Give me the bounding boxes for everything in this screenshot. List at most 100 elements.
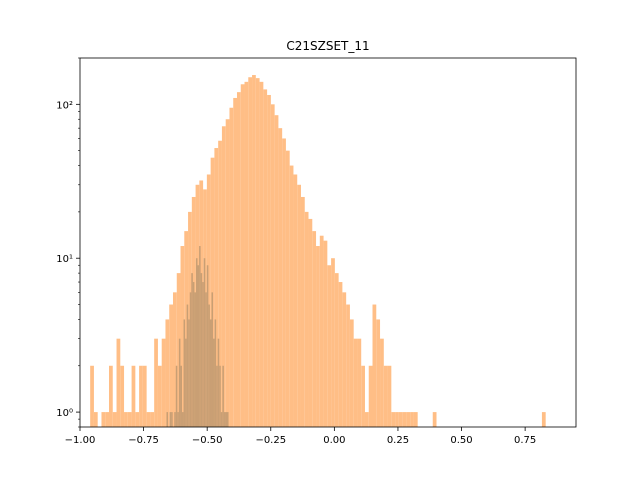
histogram-bar-s0-18 xyxy=(157,365,162,427)
histogram-bar-s0-67 xyxy=(342,292,347,427)
histogram-bar-s0-13 xyxy=(139,365,143,427)
histogram-bar-s0-79 xyxy=(387,365,392,427)
histogram-bar-s0-49 xyxy=(274,115,279,428)
histogram-bar-s1-34 xyxy=(219,365,221,427)
y-tick-label: 10⁰ xyxy=(56,408,73,419)
histogram-bar-s0-40 xyxy=(240,84,245,428)
histogram-bar-s0-60 xyxy=(316,246,320,427)
histogram-bar-s0-4 xyxy=(105,412,109,427)
histogram-bar-s0-120 xyxy=(541,412,546,427)
histogram-bar-s0-64 xyxy=(331,258,335,427)
histogram-bar-s1-18 xyxy=(194,292,196,427)
histogram-bar-s1-25 xyxy=(205,292,207,427)
x-tick-label: −0.75 xyxy=(128,435,159,446)
histogram-bar-s0-77 xyxy=(380,338,384,427)
histogram-bar-s1-12 xyxy=(185,338,187,427)
histogram-bar-s0-85 xyxy=(410,412,414,427)
histogram-bar-s0-41 xyxy=(244,81,249,427)
histogram-bar-s0-70 xyxy=(353,338,358,427)
histogram-bar-s1-33 xyxy=(217,338,220,427)
histogram-bar-s0-43 xyxy=(252,75,256,427)
histogram-bar-s1-31 xyxy=(214,319,217,427)
histogram-bar-s0-22 xyxy=(172,292,177,427)
histogram-bar-s1-8 xyxy=(178,338,181,427)
histogram-bar-s1-6 xyxy=(175,365,178,427)
histogram-bar-s0-15 xyxy=(146,412,151,427)
histogram-bar-s0-23 xyxy=(176,273,181,427)
histogram-bar-s0-82 xyxy=(398,412,403,427)
histogram-bar-s0-57 xyxy=(304,211,309,427)
histogram-bar-s1-7 xyxy=(177,412,179,427)
histogram-bar-s0-51 xyxy=(282,138,286,427)
histogram-bar-s0-76 xyxy=(376,319,381,427)
histogram-bar-s0-78 xyxy=(383,365,388,427)
histogram-bar-s1-36 xyxy=(222,365,224,427)
histogram-bar-s0-12 xyxy=(135,412,140,427)
histogram-bar-s1-14 xyxy=(188,319,190,427)
histogram-bar-s0-61 xyxy=(319,235,324,427)
histogram-bar-s1-13 xyxy=(186,304,189,427)
histogram-bar-s1-38 xyxy=(225,412,227,427)
histogram-bar-s1-29 xyxy=(211,292,214,427)
histogram-bar-s0-68 xyxy=(346,304,350,427)
histogram-bar-s0-52 xyxy=(285,150,290,427)
histogram-bar-s0-47 xyxy=(267,94,271,427)
histogram-bar-s0-73 xyxy=(364,412,369,427)
histogram-bar-s0-19 xyxy=(161,338,166,427)
histogram-bar-s0-63 xyxy=(327,265,332,427)
histogram-bar-s0-59 xyxy=(312,231,317,427)
histogram-bar-s1-39 xyxy=(226,412,229,427)
histogram-bar-s0-45 xyxy=(259,81,264,427)
histogram-bar-s0-9 xyxy=(124,412,128,427)
histogram-bar-s0-24 xyxy=(180,246,185,427)
histogram-bar-s1-22 xyxy=(200,273,203,427)
histogram-bar-s0-33 xyxy=(214,148,219,427)
plot-frame xyxy=(79,57,577,428)
histogram-bar-s0-31 xyxy=(206,174,211,427)
histogram-bar-s0-6 xyxy=(112,412,117,427)
histogram-bar-s1-16 xyxy=(191,273,193,427)
histogram-bar-s1-9 xyxy=(180,365,182,427)
histogram-bar-s1-24 xyxy=(203,258,206,427)
histogram-bar-s1-35 xyxy=(220,412,223,427)
histogram-bar-s0-66 xyxy=(338,282,343,427)
histogram-bar-s1-30 xyxy=(213,338,215,427)
histogram-bar-s0-11 xyxy=(131,365,136,427)
histogram-bar-s1-3 xyxy=(171,412,173,427)
histogram-bar-s0-34 xyxy=(218,140,222,428)
histogram-bar-s0-74 xyxy=(368,365,373,427)
histogram-bar-s0-25 xyxy=(184,231,189,427)
histogram-bar-s0-62 xyxy=(323,240,328,427)
histogram-bar-s1-21 xyxy=(199,246,201,427)
y-tick-label: 10² xyxy=(56,100,73,111)
histogram-bar-s0-72 xyxy=(361,365,365,427)
chart-title: C21SZSET_11 xyxy=(286,39,369,53)
histogram-bar-s0-46 xyxy=(263,89,268,427)
histogram-bar-s0-10 xyxy=(127,412,132,427)
histogram-bar-s0-0 xyxy=(90,365,94,427)
histogram-bar-s0-36 xyxy=(225,119,230,428)
histogram-bar-s1-15 xyxy=(189,292,192,427)
histogram-bar-s0-83 xyxy=(402,412,407,427)
histogram-bar-s0-21 xyxy=(169,304,173,427)
histogram-bar-s1-19 xyxy=(195,258,198,427)
histogram-bar-s0-86 xyxy=(413,412,418,427)
histogram-bar-s0-44 xyxy=(255,78,260,428)
histogram-bar-s0-20 xyxy=(165,319,170,427)
axes-layer: −1.00 −0.75 −0.50 −0.25 0.00 0.25 0.50 0.75 10⁰ 1… xyxy=(56,57,577,446)
histogram-bar-s0-81 xyxy=(395,412,399,427)
x-tick-label: 0.75 xyxy=(514,435,536,446)
histogram-bar-s1-27 xyxy=(208,304,210,427)
histogram-bar-s0-84 xyxy=(406,412,411,427)
histogram-bar-s1-28 xyxy=(209,319,212,427)
histogram-bar-s1-10 xyxy=(182,412,184,427)
histogram-bar-s0-65 xyxy=(334,273,339,427)
histogram-bar-s0-17 xyxy=(154,338,158,427)
histogram-bar-s0-5 xyxy=(109,365,113,427)
histogram-bar-s0-91 xyxy=(432,412,437,427)
histogram-bar-s0-55 xyxy=(297,184,301,427)
histogram-bar-s0-69 xyxy=(349,319,354,427)
histogram-bar-s1-17 xyxy=(192,282,195,427)
histogram-bar-s0-53 xyxy=(289,165,294,427)
